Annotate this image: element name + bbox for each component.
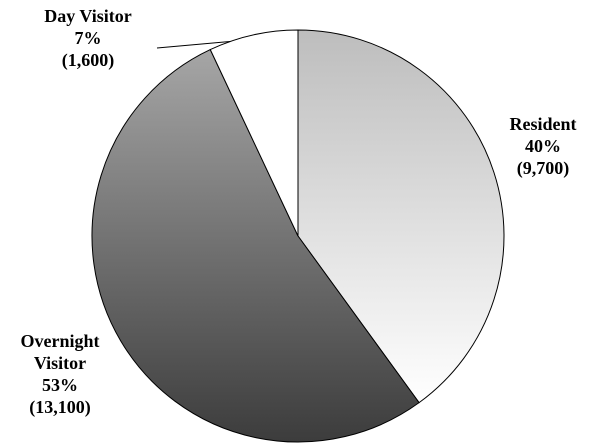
percent-label: 40% bbox=[525, 136, 561, 156]
slice-label: Overnight Visitor 53% (13,100) bbox=[0, 330, 120, 418]
count-label: (1,600) bbox=[61, 50, 115, 70]
pie-slice bbox=[91, 48, 420, 443]
percent-label: 7% bbox=[74, 28, 102, 48]
pie-slice bbox=[297, 29, 505, 404]
category-label: Overnight Visitor bbox=[20, 331, 100, 373]
category-label: Day Visitor bbox=[44, 6, 132, 26]
slice-label: Resident 40% (9,700) bbox=[488, 113, 595, 179]
category-label: Resident bbox=[509, 114, 577, 134]
slice-label: Day Visitor 7% (1,600) bbox=[28, 5, 148, 71]
count-label: (13,100) bbox=[29, 397, 91, 417]
percent-label: 53% bbox=[42, 375, 78, 395]
pie-slice bbox=[209, 29, 299, 237]
count-label: (9,700) bbox=[516, 158, 570, 178]
